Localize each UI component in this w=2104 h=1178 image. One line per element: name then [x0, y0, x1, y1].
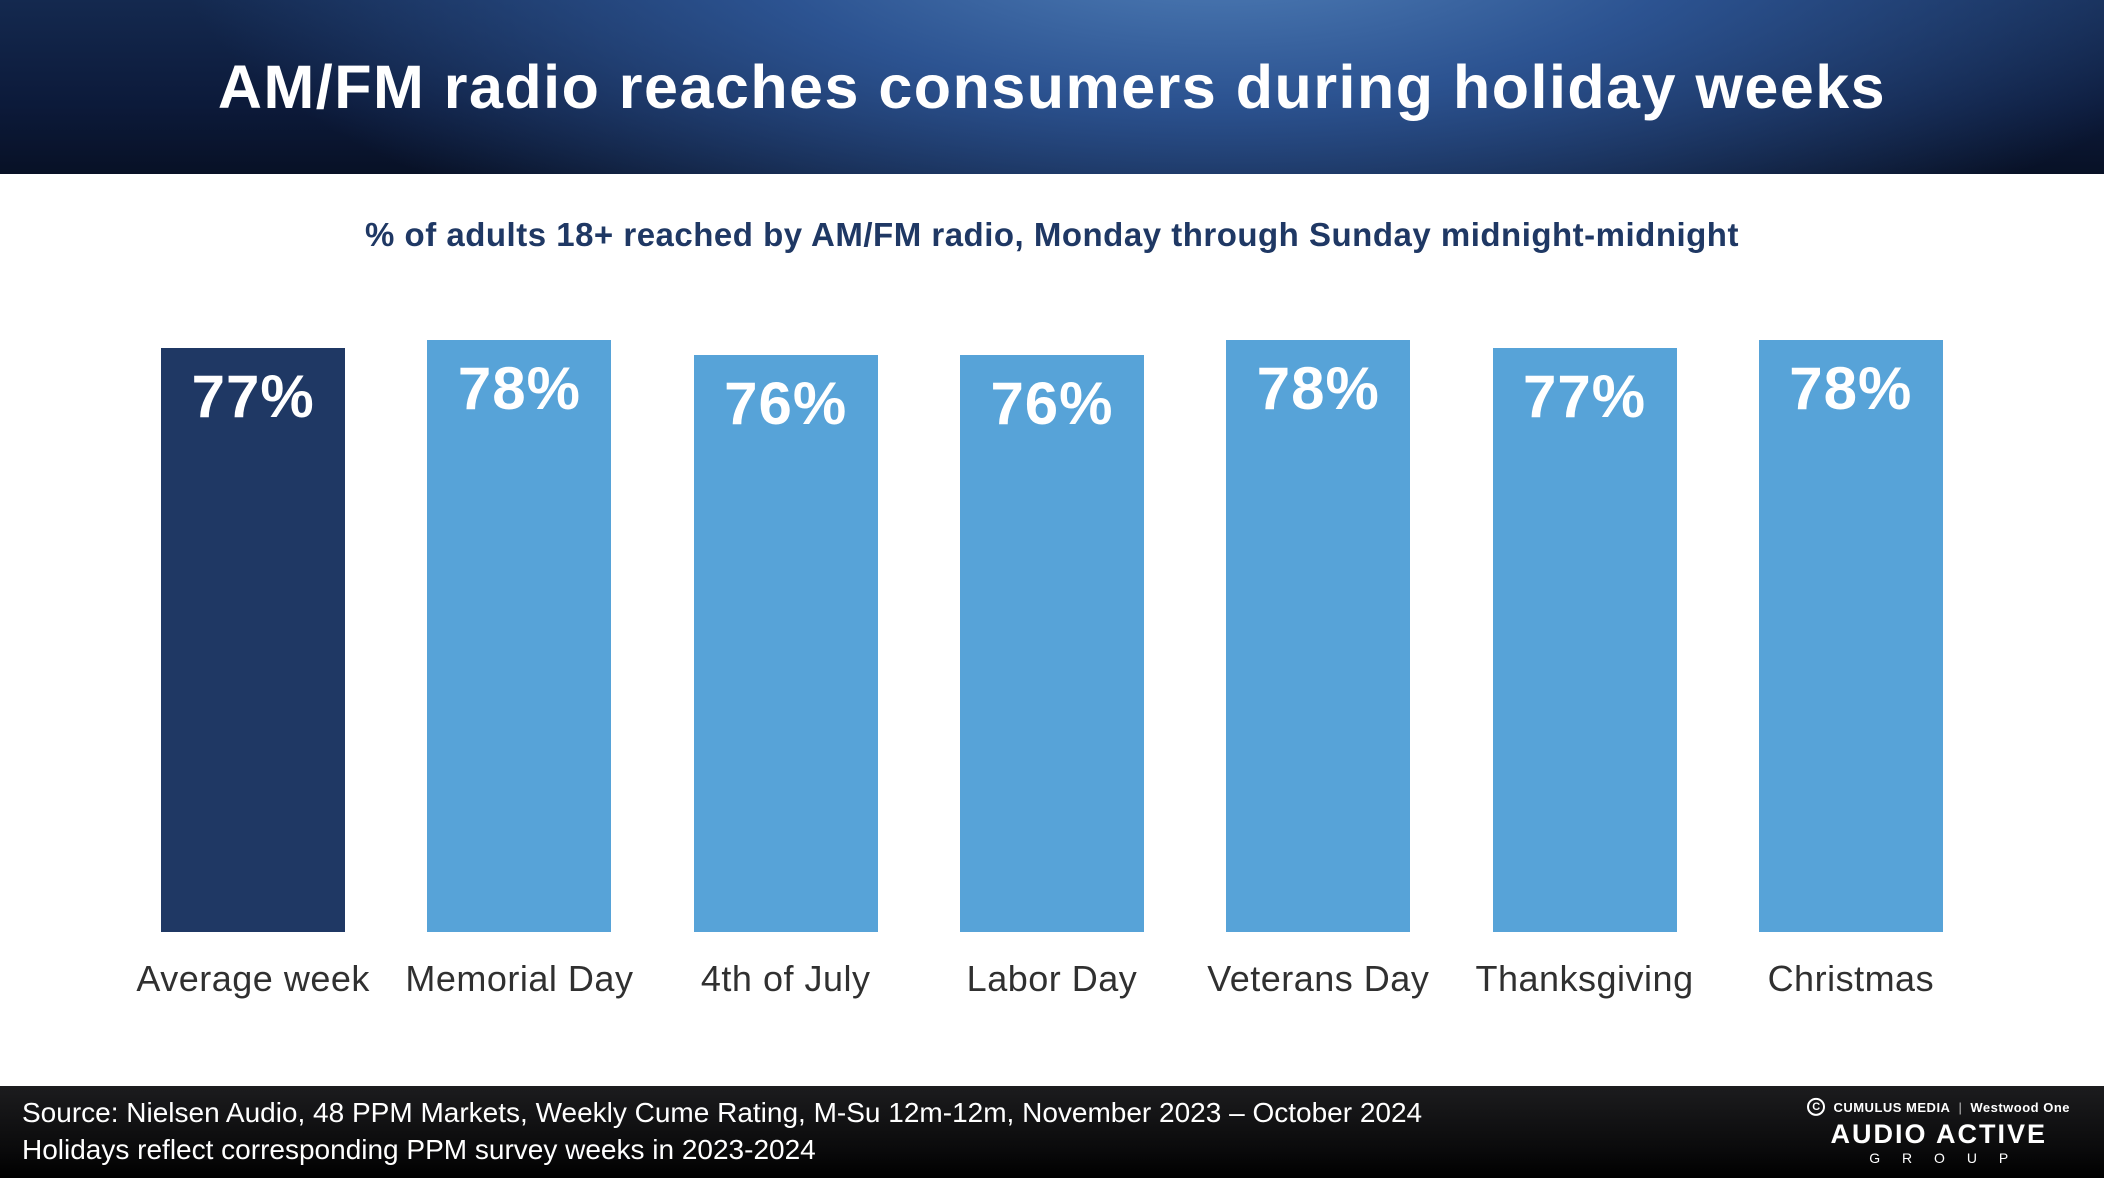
source-line-2: Holidays reflect corresponding PPM surve… — [22, 1134, 816, 1165]
source-line-1: Source: Nielsen Audio, 48 PPM Markets, W… — [22, 1097, 1423, 1129]
footer: Source: Nielsen Audio, 48 PPM Markets, W… — [0, 1086, 2104, 1178]
bar-category-label: Memorial Day — [405, 958, 634, 999]
bar-chart-columns: 77% 78% 76% 76% 78% 77% 78% — [120, 340, 1984, 932]
bar-value-label: 78% — [1256, 355, 1380, 422]
bar-column: 76% — [653, 340, 919, 932]
bar: 77% — [161, 348, 346, 932]
source-note: Source: Nielsen Audio, 48 PPM Markets, W… — [0, 1095, 1422, 1169]
bar-category-label: Labor Day — [966, 958, 1138, 999]
chart-subtitle: % of adults 18+ reached by AM/FM radio, … — [365, 216, 1739, 253]
bar: 76% — [959, 355, 1144, 932]
page-title: AM/FM radio reaches consumers during hol… — [217, 53, 1887, 121]
bar-category-label: Thanksgiving — [1475, 958, 1694, 999]
bar-value-label: 77% — [1523, 363, 1647, 430]
bar: 78% — [1758, 340, 1943, 932]
bar: 77% — [1492, 348, 1677, 932]
bar-value-label: 76% — [990, 370, 1114, 437]
bar-column: 78% — [1718, 340, 1984, 932]
bar-chart-category-labels: Average week Memorial Day 4th of July Labor… — [120, 958, 1984, 1000]
header-banner: AM/FM radio reaches consumers during hol… — [0, 0, 2104, 174]
audio-active-label: AUDIO ACTIVE — [1830, 1118, 2047, 1149]
bar-column: 77% — [120, 340, 386, 932]
bar-category-label: Christmas — [1767, 958, 1935, 999]
bar: 78% — [1226, 340, 1411, 932]
bar-column: 78% — [1185, 340, 1451, 932]
logo-brands-row: C CUMULUS MEDIA | Westwood One — [1807, 1097, 2070, 1116]
bar-column: 77% — [1451, 340, 1717, 932]
bar-column: 76% — [919, 340, 1185, 932]
bar-value-label: 78% — [1789, 355, 1913, 422]
bar-column: 78% — [386, 340, 652, 932]
logo-divider: | — [1958, 1099, 1963, 1115]
bar-value-label: 77% — [191, 363, 315, 430]
bar-category-label: 4th of July — [700, 958, 871, 999]
bar: 78% — [427, 340, 612, 932]
audio-active-group-logo: C CUMULUS MEDIA | Westwood One AUDIO ACT… — [1807, 1097, 2070, 1167]
bar-category-label: Average week — [136, 958, 370, 999]
bar-category-label: Veterans Day — [1207, 958, 1430, 999]
bar-value-label: 78% — [457, 355, 581, 422]
westwood-one-label: Westwood One — [1970, 1099, 2070, 1115]
bar-value-label: 76% — [724, 370, 848, 437]
cumulus-media-label: CUMULUS MEDIA — [1833, 1099, 1951, 1115]
bar-chart: 77% 78% 76% 76% 78% 77% 78% Average week Memori… — [120, 340, 1984, 1000]
cumulus-media-icon: C — [1807, 1097, 1826, 1116]
bar: 76% — [693, 355, 878, 932]
group-label: G R O U P — [1869, 1150, 2018, 1167]
